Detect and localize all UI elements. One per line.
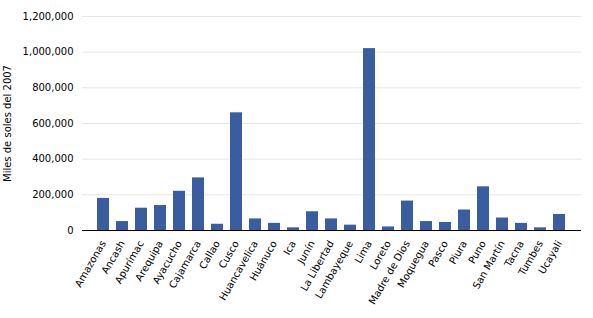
svg-text:400,000: 400,000 [32,153,73,164]
svg-text:Ancash: Ancash [99,238,127,276]
svg-text:Madre de Dios: Madre de Dios [366,238,412,307]
svg-text:0: 0 [67,225,73,236]
svg-text:Lambayeque: Lambayeque [313,239,355,301]
svg-text:Miles de soles del 2007: Miles de soles del 2007 [2,65,13,182]
svg-text:Junín: Junín [295,238,317,266]
svg-text:Puno: Puno [466,238,488,266]
svg-text:800,000: 800,000 [32,82,73,93]
svg-text:Apurímac: Apurímac [112,238,146,286]
svg-text:Ucayali: Ucayali [536,239,564,276]
svg-text:Loreto: Loreto [367,238,393,272]
svg-text:Ayacucho: Ayacucho [150,238,184,286]
svg-text:600,000: 600,000 [32,118,73,129]
svg-text:Huánuco: Huánuco [247,239,279,283]
svg-text:Moquegua: Moquegua [395,238,431,290]
svg-text:Cajamarca: Cajamarca [166,238,203,291]
svg-text:Pasco: Pasco [426,239,450,269]
svg-text:Piura: Piura [447,239,469,266]
svg-text:Callao: Callao [197,238,222,271]
svg-text:Huancavelica: Huancavelica [216,238,260,303]
svg-text:San Martín: San Martín [471,239,507,291]
svg-text:Arequipa: Arequipa [133,238,165,283]
svg-text:Lima: Lima [352,238,374,266]
svg-text:1,000,000: 1,000,000 [23,46,74,57]
svg-text:Cusco: Cusco [216,238,241,271]
svg-text:1,200,000: 1,200,000 [23,11,74,22]
svg-text:Ica: Ica [281,239,298,257]
svg-text:Amazonas: Amazonas [72,238,108,289]
svg-text:200,000: 200,000 [32,189,73,200]
svg-text:Tacna: Tacna [502,238,526,269]
svg-text:La Libertad: La Libertad [298,238,336,293]
svg-text:Tumbes: Tumbes [516,238,545,278]
